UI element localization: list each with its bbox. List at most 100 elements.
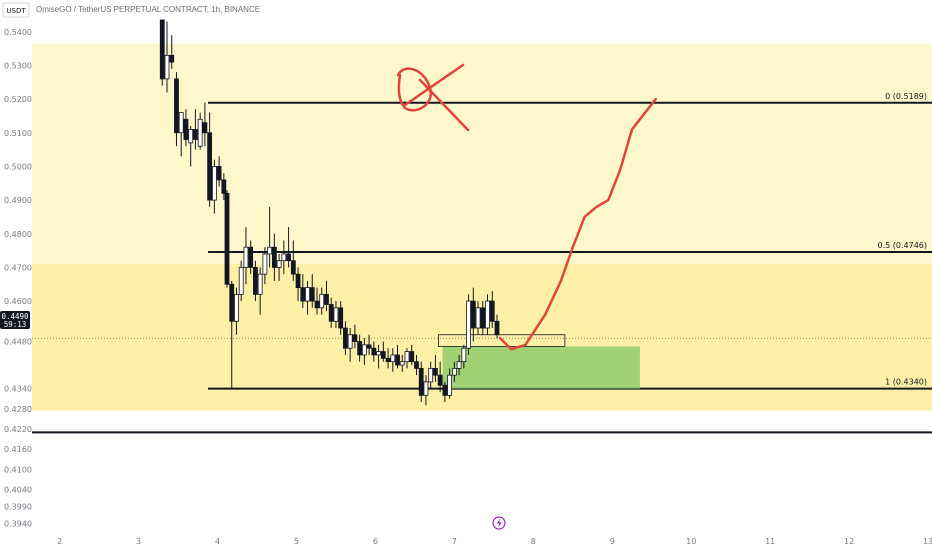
price-tick: 0.3990 — [4, 502, 32, 511]
price-tick: 0.4600 — [4, 297, 32, 306]
price-tick: 0.5400 — [4, 28, 32, 37]
price-tick: 0.4900 — [4, 196, 32, 205]
price-tick: 0.4700 — [4, 263, 32, 272]
chart-title: OmiseGO / TetherUS PERPETUAL CONTRACT, 1… — [36, 5, 260, 14]
candle-body — [466, 300, 471, 349]
candle-body — [333, 307, 339, 322]
price-tick: 0.4160 — [4, 445, 32, 454]
candle-body — [238, 267, 244, 295]
candle-body — [433, 368, 438, 376]
candle-body — [494, 320, 500, 336]
candle-body — [183, 118, 189, 140]
fib-level-label: 0.5 (0.4746) — [878, 241, 928, 250]
price-tick: 0.5200 — [4, 95, 32, 104]
candle-body — [390, 354, 396, 363]
current-price-label: 0.4490 — [1, 312, 29, 321]
candle-body — [357, 341, 363, 356]
candle-body — [262, 253, 268, 275]
candle-body — [404, 351, 410, 363]
candle-body — [475, 307, 481, 329]
drawn-boxes — [438, 334, 640, 389]
candle-body — [300, 287, 306, 302]
candle-body — [234, 293, 239, 322]
fib-labels: 0 (0.5189) 0.5 (0.4746) 1 (0.4340) — [878, 92, 928, 387]
candle-body — [361, 344, 367, 356]
candle-body — [423, 381, 429, 396]
x-mark-stroke-2 — [418, 78, 470, 132]
candle-body — [395, 354, 400, 366]
candle-body — [188, 129, 194, 144]
candle-body — [211, 166, 217, 201]
candle-body — [319, 293, 325, 309]
candle-body — [305, 287, 310, 302]
countdown-label: 59:13 — [4, 320, 27, 329]
candle-body — [385, 357, 391, 363]
candle-body — [418, 368, 424, 396]
candle-body — [202, 122, 208, 134]
candle-body — [437, 374, 443, 386]
candle-body — [295, 273, 301, 289]
unit-label: USDT — [6, 7, 26, 15]
x-mark-stroke-1 — [403, 63, 465, 107]
candle-body — [276, 260, 282, 268]
candle-body — [324, 293, 329, 305]
fib-level-label: 1 (0.4340) — [885, 378, 927, 387]
time-tick: 7 — [452, 537, 457, 546]
candle-body — [399, 361, 405, 366]
candle-body — [428, 368, 434, 383]
candle-body — [281, 253, 287, 262]
candle-body — [442, 384, 448, 396]
candle-body — [309, 287, 315, 302]
candle-body — [286, 253, 291, 262]
candle-body — [461, 347, 467, 363]
price-tick: 0.4800 — [4, 230, 32, 239]
time-tick: 3 — [136, 537, 141, 546]
price-tick: 0.5100 — [4, 129, 32, 138]
range-box — [438, 334, 566, 347]
candle-body — [290, 260, 296, 275]
candle-body — [169, 54, 175, 63]
candle-body — [480, 307, 486, 329]
price-tick: 0.3940 — [4, 519, 32, 528]
candle-body — [451, 368, 457, 376]
candle-body — [271, 246, 277, 268]
time-tick: 6 — [373, 537, 378, 546]
candle-body — [314, 300, 320, 309]
candle-body — [347, 334, 353, 349]
time-tick: 12 — [844, 537, 854, 546]
candle-body — [409, 351, 415, 363]
projection-curve — [498, 97, 657, 351]
unit-badge[interactable] — [2, 2, 30, 18]
fib-level-label: 0 (0.5189) — [885, 92, 927, 101]
time-tick: 10 — [686, 537, 696, 546]
candle-body — [221, 179, 227, 194]
candle-body — [470, 300, 476, 329]
x-mark-loop — [396, 67, 433, 112]
candle-body — [193, 129, 198, 140]
candle-body — [338, 307, 344, 329]
candle-body — [456, 361, 462, 369]
time-tick: 11 — [765, 537, 775, 546]
candle-body — [447, 374, 453, 396]
time-axis[interactable]: 2 3 4 5 6 7 8 9 10 11 12 13 — [57, 537, 932, 546]
target-box — [442, 346, 640, 389]
candle-body — [328, 304, 334, 322]
candle-body — [248, 246, 254, 268]
price-tick: 0.4100 — [4, 465, 32, 474]
time-tick: 8 — [531, 537, 536, 546]
candle-body — [207, 132, 213, 201]
candle-body — [253, 267, 258, 295]
pen-drawings — [396, 63, 657, 351]
candle-body — [371, 347, 377, 356]
price-tick: 0.5300 — [4, 61, 32, 70]
price-tick: 0.4220 — [4, 425, 32, 434]
candle-body — [159, 19, 165, 80]
price-axis[interactable]: 0.5400 0.5300 0.5200 0.5100 0.5000 0.4900 0.48… — [4, 28, 32, 528]
lightning-icon[interactable] — [492, 516, 506, 530]
price-tick: 0.4340 — [4, 385, 32, 394]
candle-body — [174, 78, 179, 134]
time-tick: 5 — [294, 537, 299, 546]
candle-body — [229, 283, 235, 322]
price-tick: 0.4040 — [4, 486, 32, 495]
